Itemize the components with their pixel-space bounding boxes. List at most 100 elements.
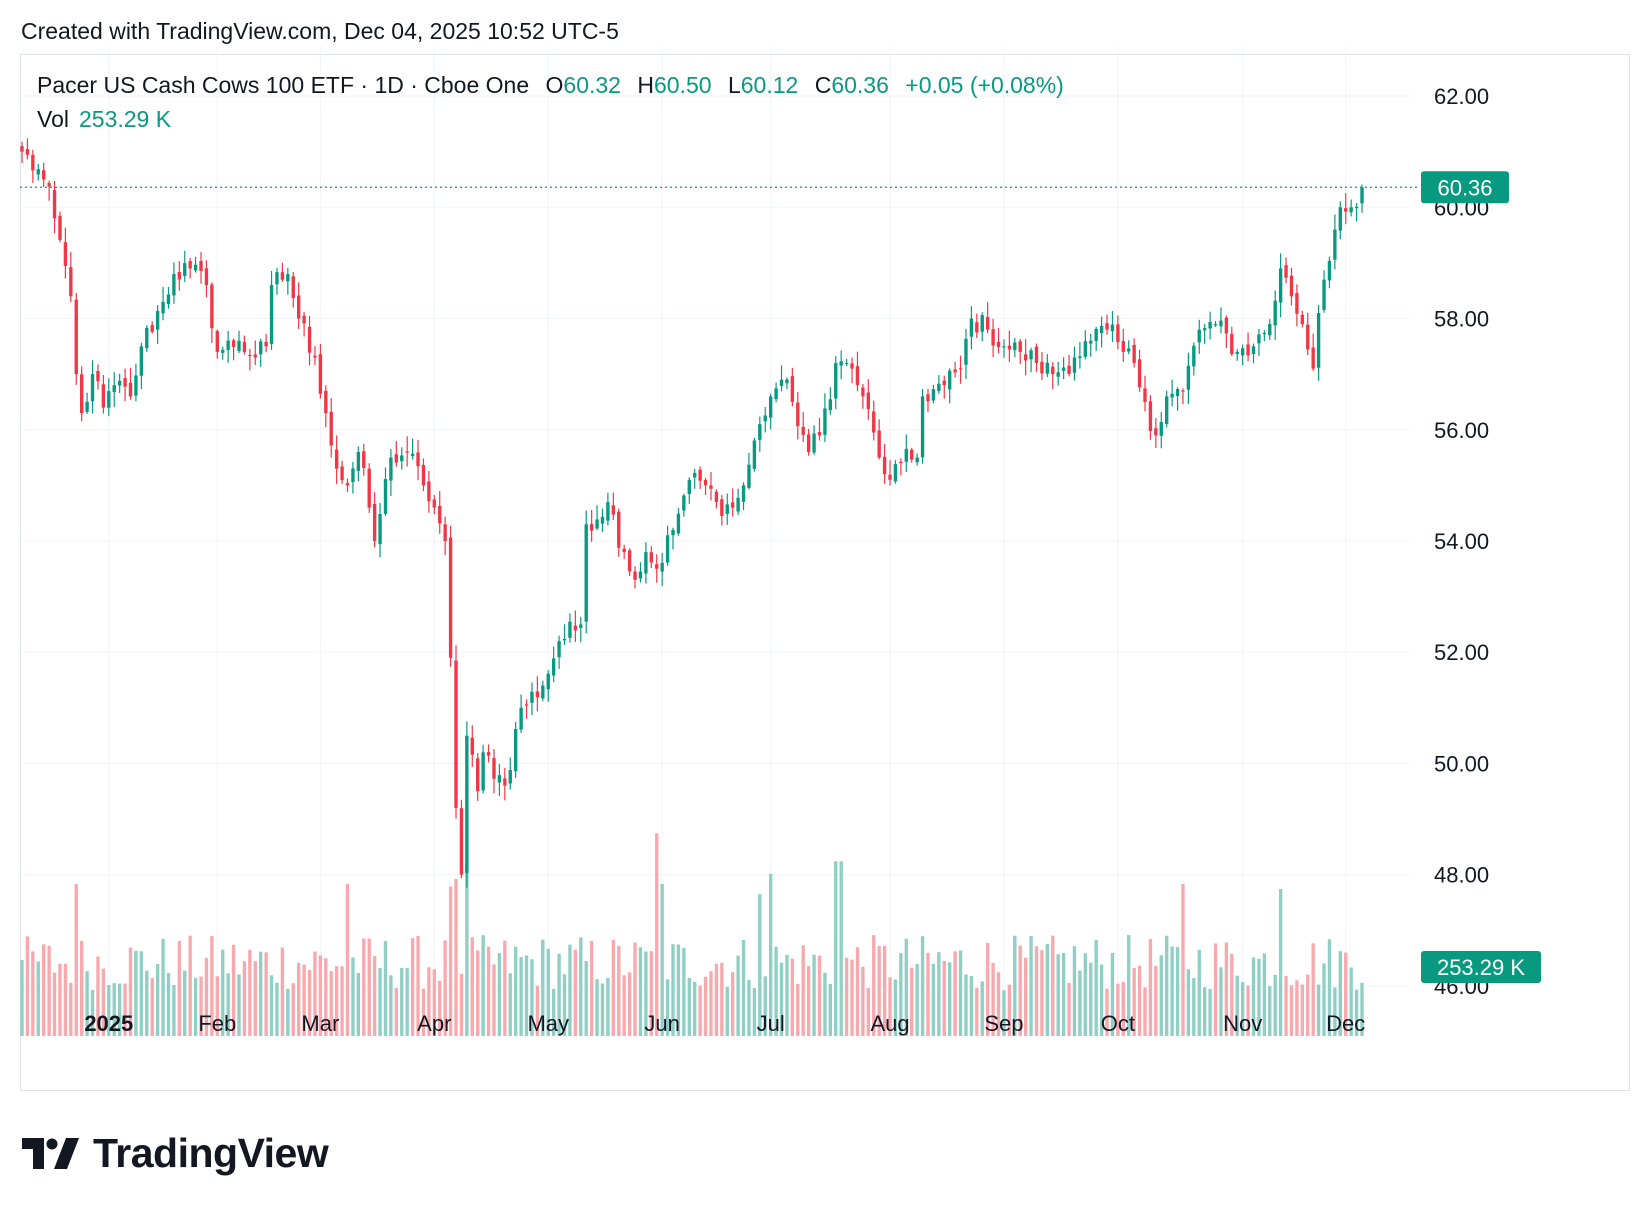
volume-bar	[1316, 984, 1321, 1036]
candle-body	[199, 260, 203, 271]
volume-bar	[600, 983, 605, 1036]
candle-body	[1056, 372, 1060, 377]
candle-body	[1240, 348, 1245, 356]
candle-body	[362, 451, 366, 468]
candle-body	[893, 464, 898, 482]
candle-body	[1333, 229, 1337, 260]
x-tick-label: Feb	[198, 1011, 236, 1036]
candle-body	[872, 411, 876, 433]
candle-body	[345, 482, 350, 486]
candle-body	[1360, 187, 1364, 204]
last-price-tag	[1421, 171, 1509, 204]
candle-body	[1143, 388, 1147, 402]
candle-body	[937, 383, 941, 391]
grid-lines	[20, 46, 1410, 1036]
candle-body	[486, 752, 491, 756]
volume-bar	[1099, 964, 1104, 1036]
volume-bar	[796, 983, 800, 1036]
candle-body	[215, 331, 219, 352]
volume-bar	[1246, 985, 1250, 1036]
candle-body	[221, 349, 225, 353]
candle-body	[25, 149, 30, 155]
volume-bar	[459, 973, 464, 1036]
candle-body	[530, 691, 534, 703]
volume-bar	[1186, 969, 1191, 1036]
volume-bar	[882, 945, 887, 1036]
volume-bars	[20, 833, 1364, 1036]
volume-bar	[785, 954, 789, 1036]
volume-bar	[910, 967, 914, 1036]
candle-body	[899, 461, 903, 464]
candle-body	[1067, 365, 1071, 374]
candle-body	[1127, 348, 1131, 352]
x-tick-label: Nov	[1223, 1011, 1262, 1036]
volume-bar	[622, 975, 626, 1036]
volume-bar	[1051, 935, 1055, 1036]
volume-bar	[1333, 987, 1337, 1036]
candle-body	[503, 778, 507, 786]
volume-bar	[611, 939, 616, 1036]
volume-bar	[1181, 884, 1185, 1036]
volume-bar	[546, 948, 550, 1036]
volume-bar	[953, 951, 957, 1036]
volume-bar	[172, 985, 176, 1036]
candle-body	[866, 392, 870, 410]
volume-bar	[286, 988, 290, 1036]
chart-panel[interactable]	[20, 54, 1630, 1091]
candle-body	[1061, 367, 1066, 371]
candle-body	[1137, 359, 1142, 388]
volume-bar	[1116, 983, 1120, 1036]
volume-bar	[275, 982, 279, 1036]
candle-body	[1354, 206, 1359, 209]
candle-body	[980, 315, 984, 332]
candle-body	[372, 503, 377, 541]
candle-body	[448, 537, 453, 658]
volume-bar	[42, 944, 46, 1036]
volume-bar	[47, 945, 51, 1036]
candle-body	[709, 485, 713, 489]
volume-bar	[307, 970, 312, 1036]
candle-body	[90, 374, 95, 402]
volume-bar	[866, 987, 870, 1036]
candle-body	[134, 375, 138, 396]
candle-body	[242, 341, 247, 352]
candle-body	[459, 808, 464, 875]
candle-body	[1338, 207, 1342, 231]
volume-bar	[1349, 967, 1353, 1036]
candle-body	[101, 384, 106, 408]
volume-bar	[253, 961, 257, 1036]
tradingview-logo[interactable]: TradingView	[22, 1129, 329, 1176]
volume-bar	[568, 944, 572, 1036]
volume-bar	[372, 956, 377, 1036]
volume-bar	[671, 944, 675, 1036]
volume-bar	[1154, 965, 1158, 1036]
volume-bar	[942, 960, 946, 1036]
volume-bar	[210, 936, 214, 1036]
volume-bar	[1013, 935, 1017, 1036]
candle-body	[123, 378, 127, 387]
volume-bar	[948, 962, 952, 1036]
volume-bar	[1159, 955, 1163, 1036]
volume-bar	[638, 947, 643, 1036]
brand-wordmark: TradingView	[93, 1129, 329, 1176]
volume-bar	[1083, 953, 1088, 1036]
candle-body	[1306, 324, 1310, 350]
candle-body	[1175, 389, 1180, 397]
volume-bar	[828, 983, 833, 1036]
candle-body	[340, 466, 344, 481]
volume-bar	[63, 963, 68, 1036]
candle-body	[210, 284, 214, 329]
volume-bar	[389, 975, 393, 1036]
candle-body	[432, 499, 436, 508]
candle-body	[801, 426, 805, 435]
volume-bar	[709, 971, 713, 1036]
volume-bar	[823, 972, 827, 1036]
candle-body	[139, 346, 144, 376]
volume-bar	[145, 970, 149, 1036]
volume-bar	[36, 961, 40, 1036]
volume-bar	[926, 952, 930, 1036]
candle-body	[351, 468, 355, 483]
candle-body	[1289, 275, 1294, 297]
candle-body	[823, 408, 827, 435]
